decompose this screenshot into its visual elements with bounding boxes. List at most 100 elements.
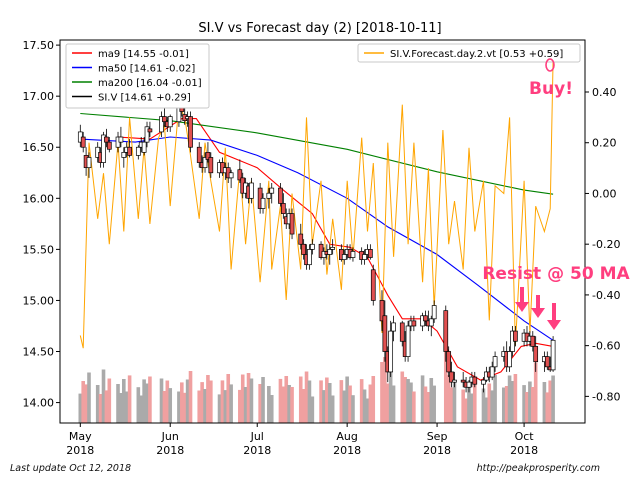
volume-bar: [87, 372, 91, 423]
candle-up: [388, 330, 394, 373]
volume-bar: [371, 376, 376, 423]
candle-down: [208, 157, 214, 174]
candle-down: [368, 249, 373, 258]
volume-bar: [159, 378, 164, 423]
y-left-tick-label: 14.50: [23, 346, 55, 359]
volume-bar: [493, 375, 497, 423]
volume-bar: [203, 389, 207, 423]
candle-up: [327, 249, 333, 255]
y-left-tick-label: 14.00: [23, 397, 55, 410]
y-axis-left: 14.00 14.50 15.00 15.50 16.00 16.50 17.00 17.50: [23, 39, 60, 410]
y-left-tick-label: 17.00: [23, 90, 55, 103]
plot-frame: [59, 39, 586, 424]
volume-bar: [510, 381, 515, 423]
legend-right: SI.V.Forecast.day.2.vt [0.53 +0.59]: [357, 43, 581, 63]
volume-bar: [388, 355, 393, 423]
resist-arrow-head: [515, 302, 529, 312]
candle-down: [399, 322, 405, 342]
candle-up: [466, 381, 472, 388]
volume-bar: [165, 380, 170, 423]
volume-bar: [470, 393, 474, 423]
volume-bar: [461, 389, 465, 423]
volume-bar: [426, 392, 431, 423]
candle-up: [405, 325, 411, 357]
volume-bar: [443, 348, 448, 423]
y-right-tick-label: -0.80: [592, 390, 620, 403]
candle-up: [391, 322, 396, 332]
volume-bar: [116, 384, 120, 423]
volume-bar: [310, 396, 315, 423]
volume-bar: [423, 386, 428, 423]
candle-up: [228, 172, 234, 179]
volume-bar: [240, 374, 245, 423]
volume-bar: [359, 379, 364, 423]
plot-clipped-layer: [77, 58, 556, 423]
volume-bar: [81, 381, 86, 423]
candle-down: [382, 315, 388, 352]
candle-down: [289, 213, 295, 235]
volume-bar: [287, 385, 291, 423]
candle-down: [188, 116, 193, 148]
volume-bar: [504, 386, 509, 423]
legend-label: SI.V.Forecast.day.2.vt [0.53 +0.59]: [390, 49, 563, 60]
legend-right-box: [357, 43, 581, 63]
candle-down: [370, 269, 376, 301]
y-left-tick-label: 16.00: [23, 192, 55, 205]
candle-up: [101, 134, 106, 163]
volume-bar: [452, 380, 457, 423]
volume-bar: [243, 387, 248, 423]
volume-bar: [345, 376, 349, 423]
volume-bar: [412, 391, 416, 423]
candle-up: [309, 243, 315, 250]
footer-last-update: Last update Oct 12, 2018: [10, 463, 132, 474]
volume-bar: [124, 391, 129, 423]
candle-up: [135, 146, 141, 156]
candle-up: [362, 254, 367, 260]
volume-bar: [351, 395, 355, 423]
candle-down: [423, 315, 428, 322]
volume-bar: [84, 384, 88, 423]
volume-bar: [304, 371, 309, 423]
candle-up: [481, 379, 486, 385]
y-axis-right: -0.80 -0.60 -0.40 -0.20 0.00 0.20 0.40: [585, 86, 620, 403]
volume-bar: [383, 357, 387, 423]
volume-bar: [385, 383, 390, 423]
candle-up: [86, 157, 92, 169]
legend-left-box: [65, 43, 210, 109]
volume-bar: [177, 391, 181, 423]
volume-bar: [525, 392, 529, 423]
candle-down: [318, 243, 324, 258]
candle-up: [489, 366, 495, 378]
volume-bar: [513, 374, 518, 423]
resist-arrow-head: [531, 308, 545, 318]
candle-up: [550, 339, 556, 371]
x-tick-label-year: 2018: [423, 444, 451, 457]
x-tick-label-month: Aug: [336, 430, 357, 443]
volume-bar: [432, 385, 436, 423]
candle-up: [121, 151, 127, 158]
volume-bar: [139, 395, 144, 423]
footer-url: http://peakprosperity.com: [476, 463, 600, 474]
candle-down: [237, 169, 243, 181]
volume-bar: [362, 389, 367, 423]
volume-bar: [269, 395, 274, 423]
x-tick-label-year: 2018: [66, 444, 94, 457]
volume-bar: [249, 378, 254, 423]
volume-bar: [101, 369, 106, 423]
candle-down: [443, 310, 449, 352]
volume-bar: [507, 375, 512, 423]
candle-down: [446, 351, 452, 373]
volume-bar: [238, 389, 242, 423]
volume-bar: [348, 385, 352, 423]
y-right-tick-label: -0.40: [592, 289, 620, 302]
candle-up: [428, 318, 434, 327]
legend-label: ma200 [16.04 -0.01]: [98, 78, 202, 89]
volume-bar: [409, 382, 413, 423]
candle-up: [492, 356, 498, 368]
volume-bar: [484, 397, 489, 423]
volume-bar: [98, 394, 103, 423]
volume-bar: [342, 390, 347, 423]
x-tick-label-month: Oct: [515, 430, 535, 443]
volume-bar: [429, 378, 434, 423]
